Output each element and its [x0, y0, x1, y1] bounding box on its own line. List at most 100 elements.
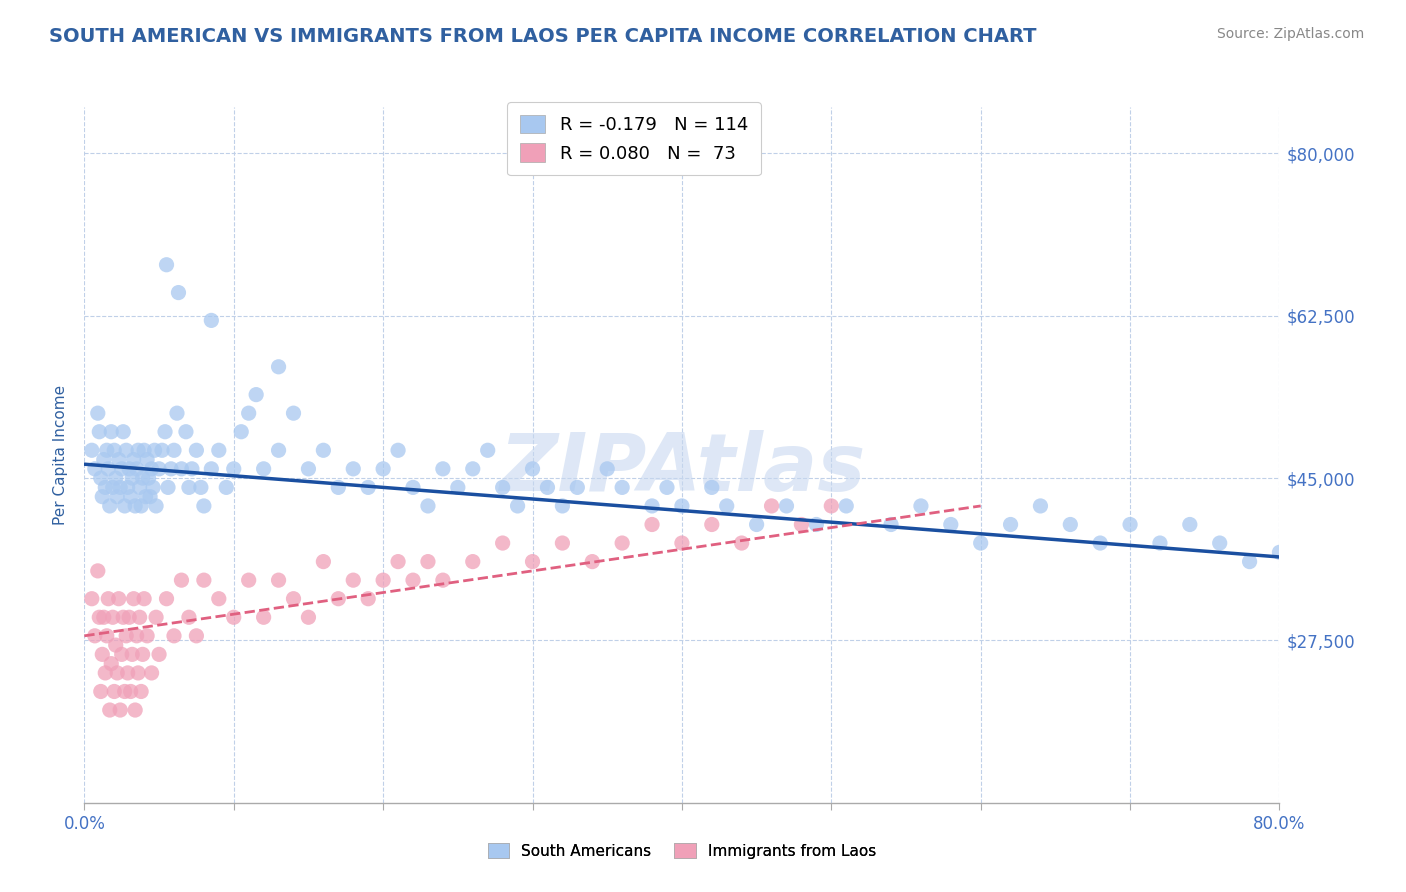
- Point: [267, 443, 290, 458]
- Point: [671, 536, 693, 550]
- Point: [612, 536, 634, 550]
- Point: [716, 499, 738, 513]
- Point: [790, 517, 813, 532]
- Point: [342, 573, 364, 587]
- Point: [208, 443, 231, 458]
- Point: [80, 591, 103, 606]
- Point: [97, 462, 120, 476]
- Point: [110, 703, 132, 717]
- Point: [238, 573, 260, 587]
- Point: [193, 499, 215, 513]
- Point: [312, 443, 335, 458]
- Point: [101, 610, 124, 624]
- Point: [124, 499, 146, 513]
- Point: [267, 359, 290, 374]
- Point: [267, 573, 290, 587]
- Point: [94, 665, 117, 680]
- Point: [193, 573, 215, 587]
- Point: [96, 443, 118, 458]
- Point: [820, 499, 842, 513]
- Point: [402, 480, 425, 494]
- Point: [120, 684, 142, 698]
- Point: [107, 452, 129, 467]
- Point: [222, 462, 245, 476]
- Point: [138, 471, 160, 485]
- Point: [141, 462, 163, 476]
- Point: [775, 499, 797, 513]
- Point: [93, 610, 115, 624]
- Point: [253, 610, 276, 624]
- Point: [135, 490, 157, 504]
- Point: [124, 703, 146, 717]
- Point: [80, 443, 103, 458]
- Point: [163, 443, 186, 458]
- Point: [121, 471, 143, 485]
- Point: [745, 517, 768, 532]
- Point: [297, 462, 319, 476]
- Point: [447, 480, 470, 494]
- Point: [89, 610, 111, 624]
- Point: [506, 499, 529, 513]
- Point: [128, 480, 150, 494]
- Point: [115, 443, 138, 458]
- Point: [114, 684, 136, 698]
- Point: [129, 499, 152, 513]
- Point: [910, 499, 932, 513]
- Point: [551, 536, 574, 550]
- Y-axis label: Per Capita Income: Per Capita Income: [53, 384, 69, 525]
- Point: [461, 462, 484, 476]
- Point: [522, 462, 544, 476]
- Point: [328, 591, 350, 606]
- Point: [342, 462, 364, 476]
- Point: [245, 387, 267, 401]
- Point: [122, 591, 145, 606]
- Point: [98, 499, 121, 513]
- Point: [89, 425, 111, 439]
- Point: [112, 610, 135, 624]
- Point: [83, 629, 105, 643]
- Point: [155, 258, 177, 272]
- Point: [142, 480, 165, 494]
- Point: [432, 462, 454, 476]
- Point: [127, 665, 149, 680]
- Point: [181, 462, 204, 476]
- Point: [94, 480, 117, 494]
- Point: [170, 462, 193, 476]
- Point: [373, 573, 395, 587]
- Point: [1209, 536, 1232, 550]
- Point: [87, 564, 110, 578]
- Text: SOUTH AMERICAN VS IMMIGRANTS FROM LAOS PER CAPITA INCOME CORRELATION CHART: SOUTH AMERICAN VS IMMIGRANTS FROM LAOS P…: [49, 27, 1036, 45]
- Point: [328, 480, 350, 494]
- Point: [122, 452, 145, 467]
- Point: [104, 638, 127, 652]
- Point: [90, 684, 112, 698]
- Point: [253, 462, 276, 476]
- Point: [761, 499, 783, 513]
- Point: [641, 517, 664, 532]
- Point: [167, 285, 190, 300]
- Point: [118, 610, 141, 624]
- Point: [103, 684, 125, 698]
- Point: [118, 462, 141, 476]
- Point: [100, 657, 122, 671]
- Point: [174, 425, 197, 439]
- Point: [432, 573, 454, 587]
- Point: [238, 406, 260, 420]
- Point: [132, 443, 156, 458]
- Point: [880, 517, 903, 532]
- Point: [283, 406, 305, 420]
- Point: [177, 480, 200, 494]
- Point: [90, 471, 112, 485]
- Point: [115, 629, 138, 643]
- Point: [215, 480, 238, 494]
- Point: [567, 480, 589, 494]
- Point: [1090, 536, 1112, 550]
- Point: [148, 462, 170, 476]
- Point: [1119, 517, 1142, 532]
- Point: [120, 490, 142, 504]
- Point: [148, 648, 170, 662]
- Point: [1029, 499, 1052, 513]
- Point: [806, 517, 828, 532]
- Point: [373, 462, 395, 476]
- Point: [131, 648, 153, 662]
